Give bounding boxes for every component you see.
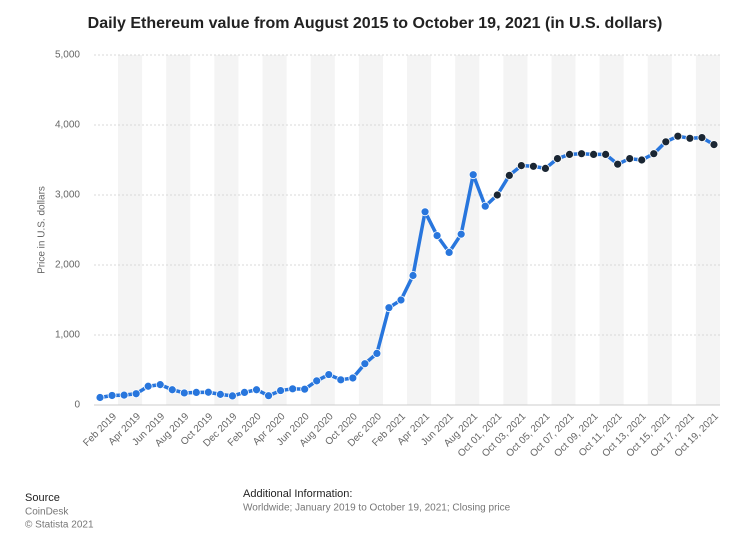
marker — [384, 303, 394, 313]
marker — [131, 389, 141, 399]
marker — [504, 170, 514, 180]
marker — [228, 391, 237, 401]
marker — [348, 373, 358, 383]
line — [99, 134, 715, 400]
y-axis-label: Price in U.S. dollars — [37, 186, 48, 274]
marker — [565, 149, 574, 159]
stripe — [262, 55, 287, 405]
y-tick-label: 1,000 — [55, 330, 80, 341]
marker — [300, 384, 310, 394]
marker — [216, 389, 225, 399]
source: CoinDesk — [25, 507, 69, 518]
stripes — [118, 55, 720, 405]
marker — [312, 376, 322, 386]
stripe — [599, 55, 624, 405]
y-tick-label: 2,000 — [55, 260, 80, 271]
marker — [444, 247, 454, 257]
marker — [240, 387, 249, 397]
marker — [649, 149, 659, 159]
info-title: Additional Information: — [243, 488, 352, 500]
y-tick-label: 4,000 — [55, 120, 80, 131]
stripe — [118, 55, 143, 405]
stripe — [551, 55, 576, 405]
marker — [143, 381, 153, 391]
marker — [613, 159, 623, 169]
marker — [637, 155, 647, 165]
marker — [456, 229, 466, 239]
stripe — [695, 55, 720, 405]
marker — [95, 393, 105, 402]
marker — [372, 349, 382, 358]
marker — [167, 385, 177, 395]
marker — [661, 137, 671, 147]
marker — [252, 385, 261, 395]
marker — [288, 384, 298, 394]
marker — [468, 170, 478, 180]
marker — [516, 161, 526, 171]
marker — [541, 163, 550, 173]
marker — [553, 154, 562, 164]
marker — [179, 388, 189, 398]
marker — [685, 133, 695, 143]
stripe — [310, 55, 335, 405]
marker — [396, 295, 406, 305]
marker — [673, 131, 683, 141]
marker — [529, 161, 538, 171]
marker — [589, 149, 598, 159]
marker — [264, 391, 273, 401]
marker — [625, 154, 635, 164]
copyright: © Statista 2021 — [25, 520, 94, 531]
marker — [492, 190, 502, 200]
marker — [432, 231, 442, 241]
marker — [324, 370, 334, 379]
marker — [203, 387, 213, 397]
marker — [155, 380, 165, 390]
y-tick-label: 5,000 — [55, 50, 80, 61]
marker — [360, 359, 370, 369]
marker — [276, 386, 285, 395]
chart-title: Daily Ethereum value from August 2015 to… — [88, 15, 663, 32]
stripe — [407, 55, 432, 405]
marker — [697, 133, 707, 143]
marker — [577, 149, 586, 159]
info: Worldwide; January 2019 to October 19, 2… — [243, 503, 511, 514]
marker — [119, 390, 129, 400]
stripe — [166, 55, 191, 405]
stripe — [455, 55, 480, 405]
stripe — [647, 55, 672, 405]
stripe — [503, 55, 528, 405]
marker — [191, 387, 201, 397]
marker — [480, 201, 490, 211]
marker — [709, 140, 719, 150]
marker — [107, 391, 117, 400]
marker — [336, 375, 346, 385]
marker — [601, 149, 611, 159]
stripe — [214, 55, 239, 405]
marker — [420, 207, 430, 217]
y-tick-label: 3,000 — [55, 190, 80, 201]
y-tick-label: 0 — [74, 400, 80, 411]
marker — [408, 271, 418, 280]
source-title: Source — [25, 492, 60, 504]
